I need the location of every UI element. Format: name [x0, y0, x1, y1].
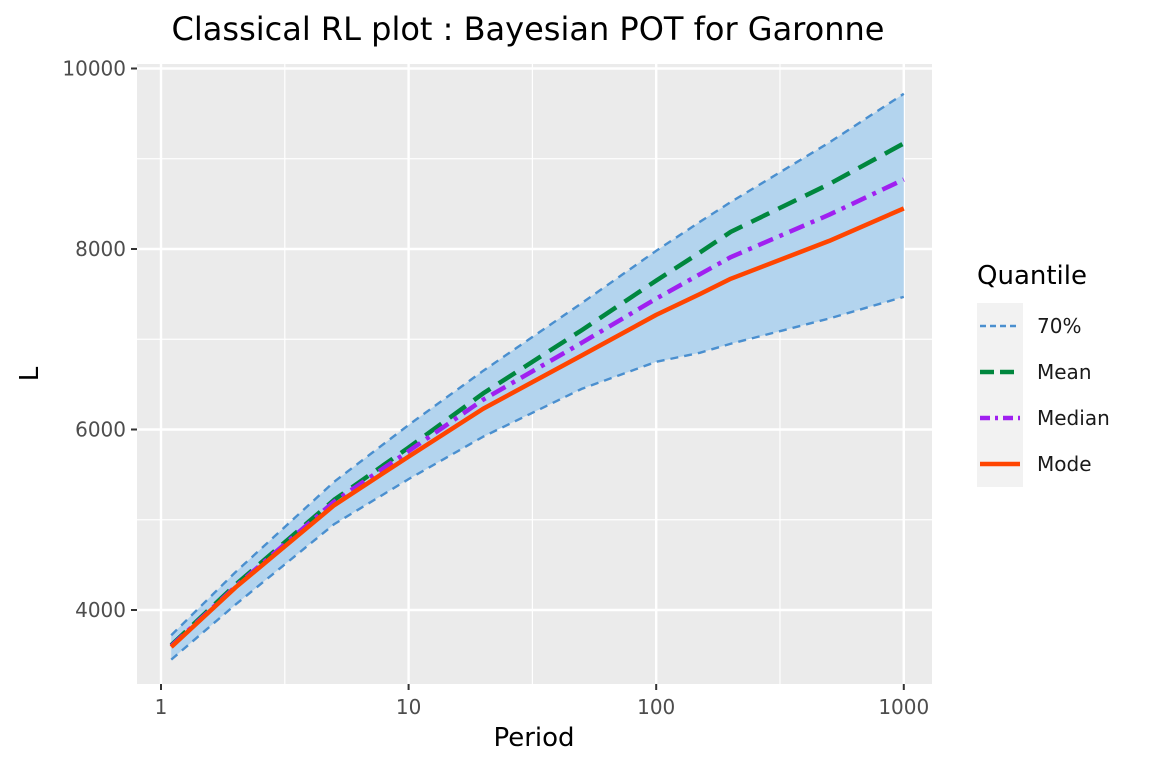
x-tick-label: 1: [155, 695, 168, 719]
series-mean: [169, 141, 905, 647]
chart-title: Classical RL plot : Bayesian POT for Gar…: [172, 10, 885, 48]
y-tick-label: 10000: [62, 57, 126, 81]
y-tick-label: 6000: [75, 418, 126, 442]
x-tick-label: 1000: [878, 695, 929, 719]
legend-label: 70%: [1037, 314, 1081, 338]
legend-keys: 70% Mean Median Mode: [977, 303, 1110, 487]
axes: 1 10 100 1000 4000 6000 8000 10000: [62, 57, 929, 719]
x-axis-title: Period: [493, 723, 574, 753]
y-axis-title: L: [15, 366, 45, 381]
series-layer: [169, 92, 905, 661]
series-70-upper: [170, 92, 905, 637]
x-tick-label: 100: [637, 695, 675, 719]
series-70-lower: [170, 295, 905, 661]
y-tick-label: 8000: [75, 237, 126, 261]
y-tick-label: 4000: [75, 598, 126, 622]
legend: Quantile 70% Mean Median Mode: [977, 261, 1110, 487]
legend-label: Mode: [1037, 452, 1092, 476]
x-tick-label: 10: [396, 695, 421, 719]
credible-band-70: [171, 93, 904, 660]
series-mode: [169, 206, 905, 649]
grid-major: [137, 64, 932, 684]
legend-label: Mean: [1037, 360, 1092, 384]
legend-title: Quantile: [977, 261, 1087, 291]
legend-label: Median: [1037, 406, 1110, 430]
